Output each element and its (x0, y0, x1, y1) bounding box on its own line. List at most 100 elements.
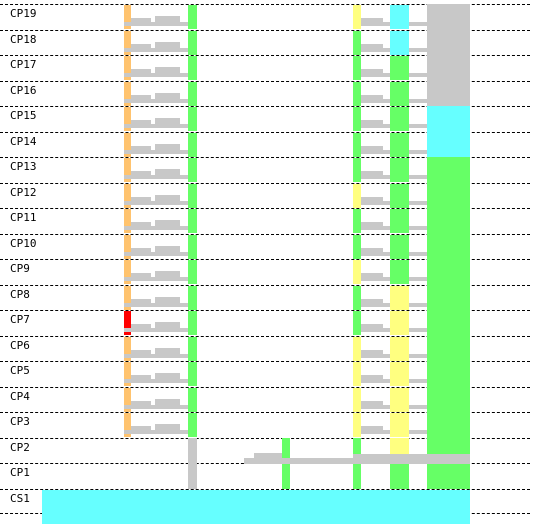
left-slab-step (131, 273, 151, 278)
left-slab-step (155, 194, 180, 202)
left-slab (124, 149, 188, 154)
floor-label[interactable]: CP6 (10, 338, 30, 352)
left-slab-step (131, 69, 151, 74)
right-unit-marker (353, 107, 361, 131)
right-slab (361, 328, 390, 332)
right-unit (390, 107, 409, 131)
left-column (188, 30, 197, 55)
right-unit (390, 5, 409, 29)
floor-label[interactable]: CP13 (10, 160, 37, 173)
floor-label[interactable]: CP18 (10, 32, 37, 46)
far-right-unit (427, 55, 470, 81)
right-slab-step (361, 222, 383, 227)
floor-label[interactable]: CP12 (10, 185, 37, 199)
floor-label[interactable]: CP8 (10, 287, 30, 301)
left-slab (124, 328, 188, 332)
far-right-unit (427, 310, 470, 336)
left-slab-step (131, 247, 151, 253)
left-slab-step (155, 347, 180, 355)
right-slab (409, 98, 427, 103)
right-slab (409, 226, 427, 230)
floor-label[interactable]: CP14 (10, 134, 37, 148)
left-column (188, 311, 197, 335)
floor-label[interactable]: CP3 (10, 415, 30, 428)
left-slab-step (131, 426, 151, 431)
floor-label[interactable]: CP19 (10, 7, 37, 20)
right-slab (409, 47, 427, 52)
far-right-unit (427, 386, 470, 412)
left-column (188, 107, 197, 131)
right-slab (409, 149, 427, 154)
left-slab (124, 47, 188, 52)
left-slab (124, 124, 188, 128)
right-slab-step (361, 120, 383, 125)
left-slab-step (155, 373, 180, 380)
left-slab-step (155, 271, 180, 278)
right-unit-marker (353, 234, 361, 259)
far-right-unit (427, 335, 470, 361)
right-unit (390, 183, 409, 208)
floor-divider (0, 386, 530, 388)
right-unit (390, 158, 409, 182)
floor-label[interactable]: CP17 (10, 58, 37, 71)
left-column (188, 209, 197, 233)
right-unit-marker (353, 81, 361, 106)
right-unit (390, 336, 409, 361)
left-slab-step (155, 118, 180, 125)
floor-label[interactable]: CP11 (10, 211, 37, 224)
far-right-unit (427, 29, 470, 55)
right-unit-marker (353, 132, 361, 157)
left-slab-step (131, 171, 151, 176)
left-unit-marker (124, 183, 131, 208)
floor-label[interactable]: CP15 (10, 109, 37, 122)
far-right-unit (427, 412, 470, 438)
left-slab-step (131, 94, 151, 100)
left-slab (124, 175, 188, 179)
floor-label[interactable]: CP4 (10, 389, 30, 403)
left-slab-step (131, 222, 151, 227)
right-unit (390, 387, 409, 412)
left-unit-marker (124, 132, 131, 157)
center-column (282, 437, 290, 463)
floor-divider (0, 157, 530, 158)
floor-label[interactable]: CP1 (10, 466, 30, 479)
floor-divider (0, 335, 530, 337)
right-slab-step (361, 94, 383, 100)
floor-label[interactable]: CS1 (10, 491, 30, 505)
far-right-unit (427, 463, 470, 489)
left-column (188, 260, 197, 284)
floor-divider (0, 284, 530, 286)
right-unit (390, 132, 409, 157)
left-slab (124, 251, 188, 256)
right-slab-step (361, 324, 383, 329)
right-unit (390, 285, 409, 310)
left-slab-step (155, 220, 180, 227)
right-unit (390, 56, 409, 80)
floor-label[interactable]: CP5 (10, 364, 30, 377)
right-unit (390, 260, 409, 284)
right-slab (409, 328, 427, 332)
floor-label[interactable]: CP7 (10, 313, 30, 326)
left-slab-step (155, 41, 180, 49)
left-slab-step (131, 375, 151, 380)
right-slab (409, 73, 427, 77)
left-slab-step (155, 169, 180, 176)
floor-label[interactable]: CP2 (10, 440, 30, 454)
left-column (188, 285, 197, 310)
right-slab-step (361, 298, 383, 304)
floor-label[interactable]: CP10 (10, 236, 37, 250)
right-slab (409, 430, 427, 434)
floor-label[interactable]: CP16 (10, 83, 37, 97)
left-unit-marker (124, 5, 131, 29)
left-slab-step (131, 18, 151, 23)
right-slab (361, 379, 390, 383)
right-unit-marker (353, 285, 361, 310)
left-slab-step (155, 67, 180, 74)
ground-slab (244, 458, 470, 464)
floor-label[interactable]: CP9 (10, 262, 30, 275)
far-right-unit (427, 259, 470, 285)
right-slab (361, 302, 390, 307)
right-slab-step (361, 171, 383, 176)
left-unit-marker (124, 209, 131, 233)
